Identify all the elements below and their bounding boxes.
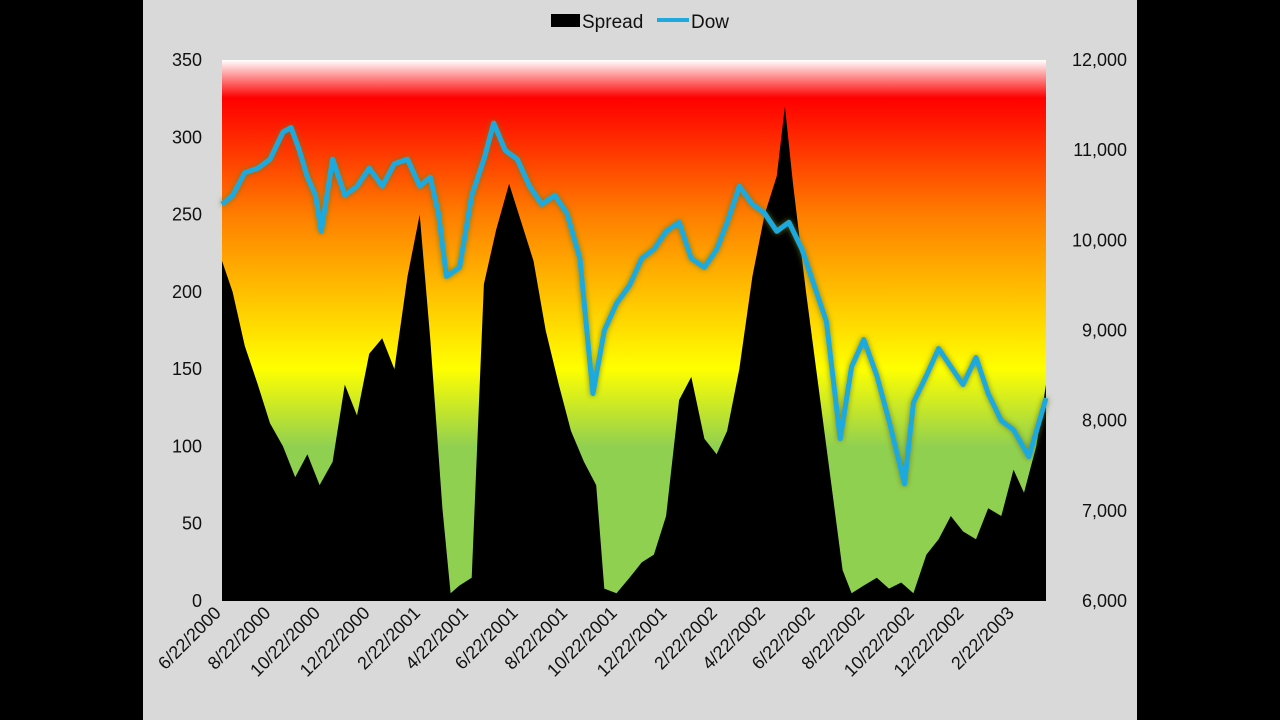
y-right-tick-label: 10,000 xyxy=(1072,230,1127,250)
legend-label-spread: Spread xyxy=(582,12,643,33)
dow-line xyxy=(220,120,1049,487)
legend-label-dow: Dow xyxy=(691,12,729,33)
spread-series xyxy=(222,106,1046,602)
y-right-tick-label: 7,000 xyxy=(1082,501,1127,521)
legend-swatch-spread xyxy=(551,14,580,27)
y-left-tick-label: 0 xyxy=(192,591,202,611)
y-left-tick-label: 100 xyxy=(172,436,202,456)
y-right-tick-label: 11,000 xyxy=(1073,140,1127,160)
dow-series xyxy=(220,120,1049,487)
y-left-tick-label: 200 xyxy=(172,282,202,302)
legend: Spread Dow xyxy=(551,12,729,33)
y-right-tick-label: 9,000 xyxy=(1082,321,1127,341)
y-right-tick-label: 12,000 xyxy=(1072,50,1127,70)
y-left-tick-label: 350 xyxy=(172,50,202,70)
y-left-tick-label: 50 xyxy=(182,514,202,534)
y-right-tick-label: 8,000 xyxy=(1082,411,1127,431)
y-left-tick-label: 300 xyxy=(172,127,202,147)
y-left-tick-label: 150 xyxy=(172,359,202,379)
spread-area xyxy=(222,106,1046,602)
y-left-tick-label: 250 xyxy=(172,205,202,225)
y-right-tick-label: 6,000 xyxy=(1082,591,1127,611)
